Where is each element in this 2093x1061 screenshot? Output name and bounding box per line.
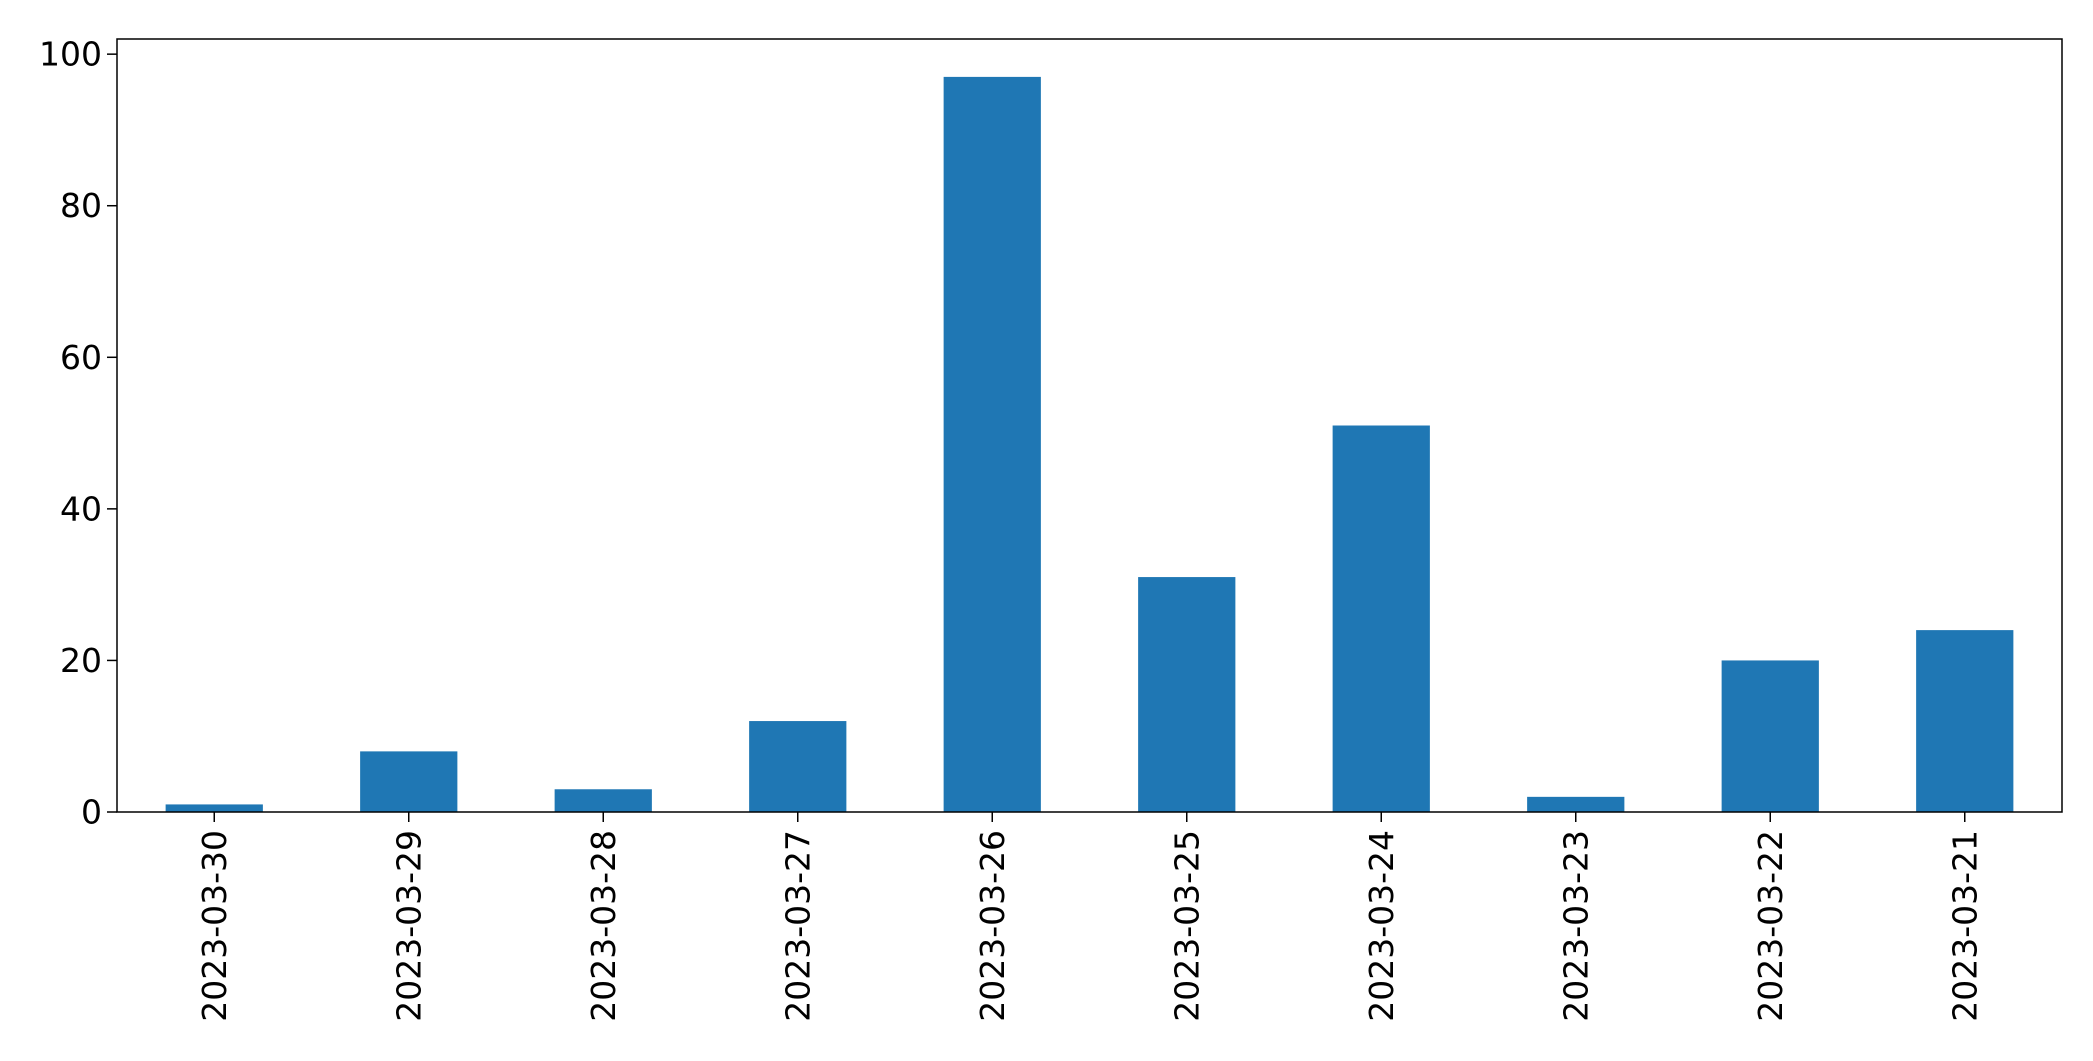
x-tick-label: 2023-03-23 [1556, 830, 1595, 1022]
x-tick-label: 2023-03-21 [1945, 830, 1984, 1022]
y-axis: 0 20 40 60 80 100 [39, 35, 117, 832]
x-axis: 2023-03-30 2023-03-29 2023-03-28 2023-03-27… [195, 812, 1984, 1022]
bar-2023-03-27 [749, 721, 847, 812]
x-tick-label: 2023-03-27 [778, 830, 817, 1022]
x-tick-label: 2023-03-25 [1167, 830, 1206, 1022]
bar-2023-03-25 [1138, 577, 1236, 812]
bar-2023-03-29 [360, 751, 458, 812]
bar-2023-03-28 [554, 789, 652, 812]
bar-2023-03-23 [1527, 796, 1625, 812]
x-tick-label: 2023-03-26 [973, 830, 1012, 1022]
bar-2023-03-22 [1721, 660, 1819, 812]
x-tick-label: 2023-03-28 [584, 830, 623, 1022]
bar-2023-03-21 [1916, 630, 2014, 812]
x-tick-label: 2023-03-29 [389, 830, 428, 1022]
y-tick-label: 80 [60, 186, 102, 225]
bars-group [165, 76, 2014, 813]
y-tick-label: 20 [60, 641, 102, 680]
bar-2023-03-24 [1332, 425, 1430, 812]
y-tick-label: 40 [60, 489, 102, 528]
bar-2023-03-26 [943, 76, 1041, 813]
bar-2023-03-30 [165, 804, 263, 812]
y-tick-label: 60 [60, 338, 102, 377]
x-tick-label: 2023-03-24 [1362, 830, 1401, 1022]
x-tick-label: 2023-03-22 [1751, 830, 1790, 1022]
y-tick-label: 0 [81, 793, 102, 832]
y-tick-label: 100 [39, 35, 102, 74]
x-tick-label: 2023-03-30 [195, 830, 234, 1022]
plot-area-frame [116, 38, 2063, 813]
